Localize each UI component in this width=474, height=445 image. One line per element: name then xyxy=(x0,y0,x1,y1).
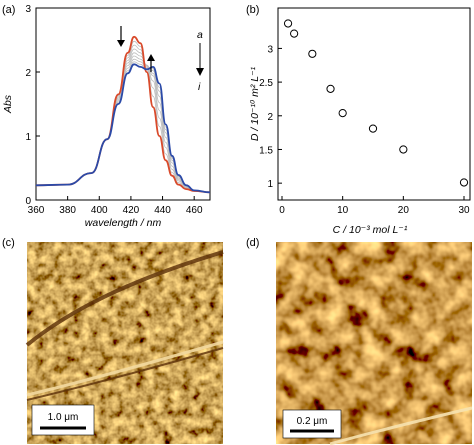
plot-b-frame xyxy=(277,7,471,201)
y-tick-label-b: 2 xyxy=(267,112,273,123)
spectrum-line-0 xyxy=(35,35,211,194)
x-axis-label-b: C / 10⁻³ mol L⁻¹ xyxy=(333,224,408,236)
scatter-points-group xyxy=(283,19,469,187)
data-point xyxy=(399,145,408,154)
x-tick-label-b: 10 xyxy=(337,205,349,216)
y-tick-label-b: 1.5 xyxy=(259,145,273,156)
data-point xyxy=(338,108,347,118)
afm-image-c: 1.0 μm xyxy=(25,242,224,444)
afm-image-d: 0.2 μm xyxy=(276,242,473,445)
x-tick-label-b: 20 xyxy=(398,205,410,216)
data-point xyxy=(368,124,378,133)
x-tick-label-a: 460 xyxy=(186,205,203,216)
diffusion-scatter-chart: 0 10 20 30 1 1.5 2 2.5 3 D / 10⁻¹⁰ m² L⁻¹ C / 10… xyxy=(249,7,471,236)
y-tick-label-a: 0 xyxy=(25,196,31,207)
spectrum-line-1 xyxy=(35,40,211,193)
data-point xyxy=(459,178,469,187)
afm-c-fold-line-1 xyxy=(25,250,224,347)
x-tick-label-a: 360 xyxy=(28,205,45,216)
spectra-series-group xyxy=(35,35,211,194)
afm-c-fold-line-3 xyxy=(26,347,224,401)
y-tick-label-b: 1 xyxy=(267,179,273,190)
scale-bar-d-label: 0.2 μm xyxy=(297,416,328,427)
y-axis-label-b: D / 10⁻¹⁰ m² L⁻¹ xyxy=(249,66,261,141)
y-tick-label-a: 3 xyxy=(25,4,31,15)
series-end-label: i xyxy=(198,81,201,93)
y-tick-label-a: 2 xyxy=(25,68,31,79)
panel-label-d: (d) xyxy=(246,237,259,249)
x-tick-label-b: 30 xyxy=(458,205,470,216)
afm-c-fold-line-2 xyxy=(26,340,224,397)
x-tick-label-a: 380 xyxy=(59,205,76,216)
absorbance-spectra-chart: 360 380 400 420 440 460 0 1 2 3 a i Abs wavelengt… xyxy=(2,4,211,229)
y-tick-label-a: 1 xyxy=(25,132,31,143)
panel-label-c: (c) xyxy=(2,237,15,249)
plot-b-ticks: 0 10 20 30 1 1.5 2 2.5 3 xyxy=(259,44,470,216)
increase-arrow-head xyxy=(147,54,155,61)
afm-d-fold-line xyxy=(329,406,473,445)
y-tick-label-b: 3 xyxy=(267,44,273,55)
scale-bar-c-box xyxy=(31,404,95,436)
y-tick-label-b: 2.5 xyxy=(259,78,273,89)
panel-label-a: (a) xyxy=(2,4,15,16)
x-tick-label-b: 0 xyxy=(279,205,285,216)
series-start-label: a xyxy=(197,29,203,41)
decrease-arrow-head xyxy=(117,40,125,47)
plot-a-ticks: 360 380 400 420 440 460 0 1 2 3 xyxy=(25,4,203,216)
x-tick-label-a: 400 xyxy=(91,205,108,216)
x-tick-label-a: 420 xyxy=(123,205,140,216)
data-point xyxy=(326,84,335,93)
data-point xyxy=(290,29,299,38)
x-axis-label-a: wavelength / nm xyxy=(85,217,162,229)
data-point xyxy=(283,19,293,28)
x-tick-label-a: 440 xyxy=(154,205,171,216)
plot-a-frame xyxy=(35,7,211,201)
y-axis-label-a: Abs xyxy=(2,94,14,114)
scale-bar-c-label: 1.0 μm xyxy=(48,412,79,423)
spectrum-line-8 xyxy=(35,63,211,194)
series-order-arrow-head xyxy=(196,68,204,76)
data-point xyxy=(308,49,317,58)
panel-label-b: (b) xyxy=(246,4,259,16)
scale-bar-d-box xyxy=(282,409,342,439)
